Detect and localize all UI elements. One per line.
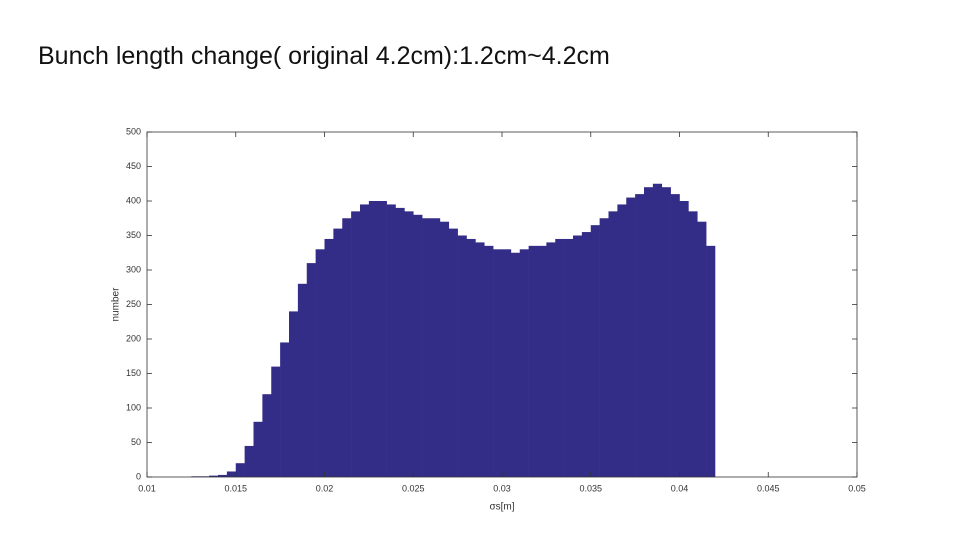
bar <box>502 249 512 477</box>
bar <box>519 249 529 477</box>
bar <box>439 221 450 477</box>
bar <box>555 238 565 477</box>
slide-title: Bunch length change( original 4.2cm):1.2… <box>38 42 610 70</box>
bar <box>280 342 290 477</box>
bar <box>333 228 343 477</box>
bar <box>679 201 689 477</box>
bar <box>431 218 441 477</box>
bar <box>448 228 458 477</box>
bar <box>404 211 414 477</box>
bar <box>493 249 503 477</box>
x-tick-label: 0.01 <box>138 483 156 493</box>
bar <box>386 204 396 477</box>
bar <box>581 232 592 477</box>
y-tick-label: 250 <box>126 299 141 309</box>
bar <box>652 183 663 477</box>
x-tick-label: 0.015 <box>224 483 247 493</box>
bar <box>661 187 671 477</box>
bar <box>590 225 600 477</box>
bar <box>626 197 636 478</box>
y-tick-label: 450 <box>126 161 141 171</box>
y-tick-label: 0 <box>136 471 141 481</box>
bar <box>218 474 228 477</box>
bar <box>670 194 680 477</box>
bar <box>235 463 245 477</box>
bar <box>324 238 334 477</box>
bar <box>599 218 609 477</box>
y-axis-label: number <box>111 287 122 322</box>
x-tick-label: 0.045 <box>757 483 780 493</box>
y-tick-label: 350 <box>126 230 141 240</box>
y-tick-label: 500 <box>126 126 141 136</box>
bar <box>573 235 583 477</box>
y-tick-label: 100 <box>126 402 141 412</box>
bar <box>617 204 627 477</box>
bar <box>510 252 521 477</box>
bar <box>244 445 254 477</box>
bar <box>395 207 405 477</box>
bar <box>475 242 485 477</box>
y-tick-label: 200 <box>126 333 141 343</box>
bar <box>457 235 467 477</box>
x-tick-label: 0.02 <box>316 483 334 493</box>
bar <box>297 283 308 477</box>
x-tick-label: 0.035 <box>579 483 602 493</box>
bar <box>697 221 707 477</box>
x-tick-label: 0.025 <box>402 483 425 493</box>
bar <box>226 471 237 477</box>
y-tick-label: 150 <box>126 368 141 378</box>
y-tick-label: 300 <box>126 264 141 274</box>
x-tick-label: 0.03 <box>493 483 511 493</box>
bar <box>688 211 698 477</box>
bar <box>537 245 547 477</box>
y-tick-label: 50 <box>131 437 141 447</box>
bar <box>360 204 370 477</box>
bar <box>271 366 281 477</box>
x-axis-label: σs[m] <box>489 502 514 513</box>
bar <box>564 238 574 477</box>
bar <box>377 201 387 477</box>
bar <box>706 245 716 477</box>
bar <box>306 263 316 477</box>
bar <box>253 421 263 477</box>
bar <box>289 311 299 477</box>
bar <box>342 218 352 477</box>
x-tick-label: 0.05 <box>848 483 866 493</box>
bar <box>635 194 645 477</box>
y-tick-label: 400 <box>126 195 141 205</box>
bar <box>262 394 272 477</box>
bar <box>484 245 494 477</box>
bar <box>466 238 476 477</box>
bar <box>315 249 325 477</box>
bar <box>413 214 423 478</box>
bar <box>528 245 538 477</box>
bar <box>608 211 618 477</box>
bar <box>368 201 379 477</box>
bar <box>422 218 432 477</box>
bar <box>644 187 654 477</box>
bar <box>351 211 361 477</box>
x-tick-label: 0.04 <box>671 483 689 493</box>
bar <box>209 475 219 477</box>
bar <box>546 242 556 477</box>
